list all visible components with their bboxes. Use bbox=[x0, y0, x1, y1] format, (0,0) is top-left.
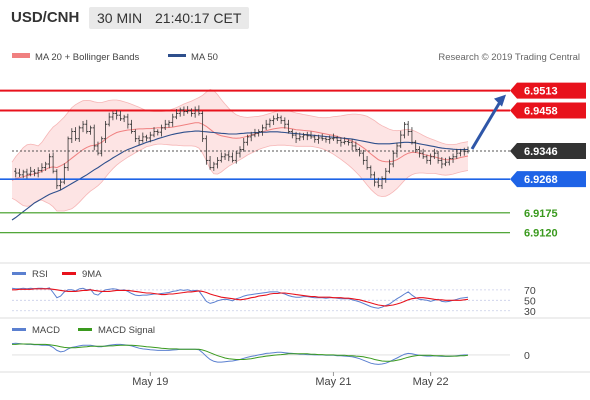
level-tag-label: 6.9346 bbox=[524, 146, 558, 158]
macd-legend-swatch bbox=[12, 328, 26, 331]
pivot-level-tag: 6.9268 bbox=[510, 171, 586, 188]
level-tag-label: 6.9513 bbox=[524, 86, 558, 98]
rsi-tick-label: 70 bbox=[524, 285, 536, 297]
macd-tick-label: 0 bbox=[524, 350, 530, 362]
x-axis: May 19 May 21 May 22 bbox=[0, 371, 590, 388]
ma50-legend-swatch bbox=[168, 54, 186, 57]
macd-signal-legend-swatch bbox=[78, 328, 92, 331]
rsi-tick-label: 30 bbox=[524, 306, 536, 318]
ma20-line bbox=[11, 122, 469, 181]
copyright-text: Research © 2019 Trading Central bbox=[438, 52, 580, 63]
support-level-label: 6.9120 bbox=[524, 228, 558, 240]
ma50-line bbox=[11, 130, 468, 221]
macd-signal-legend-label: MACD Signal bbox=[98, 325, 155, 336]
ma50-legend-label: MA 50 bbox=[191, 52, 218, 63]
rsi-legend-label: RSI bbox=[32, 269, 48, 280]
forecast-arrow-head bbox=[494, 94, 506, 107]
level-tag-background bbox=[510, 142, 586, 159]
rsi-ma-legend-label: 9MA bbox=[82, 269, 102, 280]
macd-legend-label: MACD bbox=[32, 325, 60, 336]
x-tick-label: May 21 bbox=[315, 376, 351, 388]
x-tick-label: May 19 bbox=[132, 376, 168, 388]
level-tag-background bbox=[510, 171, 586, 188]
level-tag-label: 6.9268 bbox=[524, 174, 558, 186]
price-panel: 6.9513 6.9458 6.9346 6.9268 6.9175 6.9120 bbox=[0, 82, 586, 240]
support-level-label: 6.9175 bbox=[524, 208, 558, 220]
macd-panel: 0 bbox=[11, 342, 530, 365]
macd-signal-line bbox=[12, 343, 469, 362]
bollinger-upper-line bbox=[11, 89, 469, 163]
price-series bbox=[14, 105, 470, 191]
rsi-legend-swatch bbox=[12, 272, 26, 275]
resistance-level-tag: 6.9458 bbox=[510, 102, 586, 119]
forecast-arrow-shaft bbox=[470, 97, 504, 150]
rsi-ma-line bbox=[12, 288, 469, 307]
clock-display: 21:40:17 CET bbox=[147, 7, 250, 29]
bb-legend-swatch bbox=[12, 53, 30, 58]
bollinger-lower-line bbox=[11, 143, 469, 212]
macd-line bbox=[11, 342, 468, 365]
bb-legend-label: MA 20 + Bollinger Bands bbox=[35, 52, 140, 63]
resistance-level-tag: 6.9513 bbox=[510, 82, 586, 99]
level-tag-background bbox=[510, 102, 586, 119]
symbol-title: USD/CNH bbox=[11, 9, 80, 26]
level-tag-background bbox=[510, 82, 586, 99]
level-tag-label: 6.9458 bbox=[524, 105, 558, 117]
rsi-line bbox=[11, 287, 469, 309]
timeframe-button[interactable]: 30 MIN bbox=[89, 7, 151, 29]
current-level-tag: 6.9346 bbox=[510, 142, 586, 159]
rsi-ma-legend-swatch bbox=[62, 272, 76, 275]
x-tick-label: May 22 bbox=[413, 376, 449, 388]
rsi-tick-label: 50 bbox=[524, 295, 536, 307]
